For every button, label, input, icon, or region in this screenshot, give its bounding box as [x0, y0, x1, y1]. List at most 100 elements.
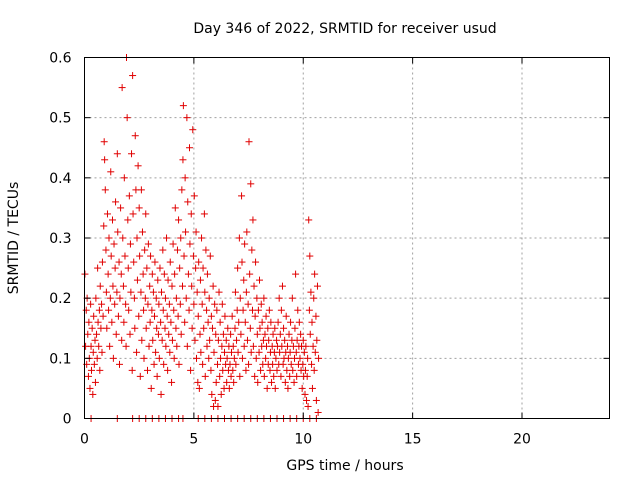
data-point: [288, 294, 296, 302]
data-point: [199, 360, 207, 368]
data-point: [225, 384, 233, 392]
data-point: [103, 324, 111, 332]
data-point: [294, 306, 302, 314]
data-point: [293, 372, 301, 380]
data-point: [140, 354, 148, 362]
data-point: [235, 234, 243, 242]
data-point: [119, 282, 127, 290]
data-point: [230, 378, 238, 386]
data-point: [299, 336, 307, 344]
data-point: [192, 264, 200, 272]
data-point: [210, 348, 218, 356]
data-point: [247, 180, 255, 188]
data-point: [231, 324, 239, 332]
data-point: [104, 270, 112, 278]
data-point: [114, 228, 122, 236]
data-point: [165, 330, 173, 338]
data-point: [155, 300, 163, 308]
data-point: [182, 228, 190, 236]
data-point: [238, 192, 246, 200]
data-point: [257, 366, 265, 374]
data-point: [173, 342, 181, 350]
data-point: [92, 294, 100, 302]
data-point: [170, 306, 178, 314]
data-point: [249, 216, 257, 224]
data-point: [310, 366, 318, 374]
data-point: [222, 336, 230, 344]
data-point: [199, 264, 207, 272]
data-point: [211, 300, 219, 308]
data-point: [160, 270, 168, 278]
data-point: [276, 348, 284, 356]
data-point: [218, 300, 226, 308]
data-point: [302, 342, 310, 350]
data-point: [126, 330, 134, 338]
data-point: [231, 288, 239, 296]
data-point: [281, 336, 289, 344]
data-point: [159, 306, 167, 314]
data-point: [179, 102, 187, 110]
data-point: [88, 324, 96, 332]
data-point: [253, 330, 261, 338]
data-point: [153, 372, 161, 380]
data-point: [223, 378, 231, 386]
data-point: [251, 312, 259, 320]
data-point: [166, 258, 174, 266]
data-point: [179, 282, 186, 290]
data-point: [201, 372, 209, 380]
data-point: [172, 324, 180, 332]
data-point: [87, 342, 95, 350]
data-point: [121, 252, 129, 260]
data-point: [221, 348, 228, 356]
x-axis-ticks: 0 5 10 15 20: [80, 57, 531, 448]
data-point: [200, 210, 208, 218]
data-point: [214, 402, 222, 410]
data-point: [93, 354, 101, 362]
data-point: [260, 372, 268, 380]
data-point: [312, 312, 320, 320]
data-point: [223, 354, 231, 362]
data-point: [241, 240, 249, 248]
y-tick-label: 0.6: [49, 51, 71, 67]
data-point: [311, 270, 319, 278]
data-point: [203, 306, 211, 314]
data-point: [134, 162, 142, 170]
data-point: [106, 294, 114, 302]
data-point: [306, 330, 314, 338]
data-point: [98, 300, 106, 308]
data-point: [314, 408, 322, 416]
data-point: [95, 342, 103, 350]
data-point: [262, 312, 270, 320]
data-point: [156, 264, 164, 272]
data-point: [120, 318, 128, 326]
data-point: [287, 360, 295, 368]
data-point: [112, 198, 120, 206]
data-point: [197, 348, 205, 356]
data-point: [88, 366, 95, 374]
data-point: [313, 336, 321, 344]
data-point: [277, 372, 285, 380]
data-point: [285, 330, 293, 338]
data-point: [203, 342, 211, 350]
data-point: [201, 288, 209, 296]
data-point: [290, 378, 298, 386]
data-point: [283, 366, 291, 374]
data-point: [252, 354, 260, 362]
data-point: [227, 330, 235, 338]
data-point: [315, 354, 323, 362]
data-point: [214, 360, 221, 368]
data-point: [133, 348, 141, 356]
data-point: [111, 300, 119, 308]
y-tick-label: 0: [63, 412, 72, 428]
data-point: [292, 270, 300, 278]
data-point: [284, 354, 292, 362]
data-point: [266, 366, 274, 374]
data-point: [190, 300, 198, 308]
data-point: [206, 252, 214, 260]
data-point: [193, 354, 200, 362]
x-tick-label: 20: [513, 432, 531, 448]
data-point: [101, 186, 109, 194]
data-point: [86, 384, 94, 392]
data-point: [286, 372, 294, 380]
data-point: [171, 204, 179, 212]
